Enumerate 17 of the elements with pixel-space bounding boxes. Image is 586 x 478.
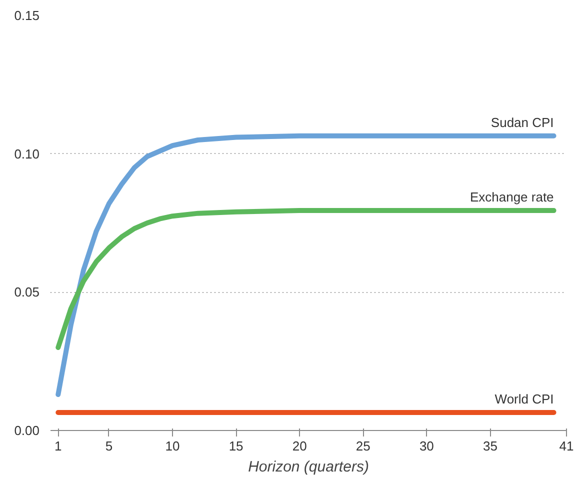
series-label: Exchange rate [470, 190, 554, 205]
y-tick-label: 0.05 [14, 284, 40, 300]
x-tick-label: 1 [54, 438, 62, 454]
x-tick-label: 41 [559, 438, 574, 454]
x-tick-label: 15 [228, 438, 244, 454]
x-tick-label: 5 [105, 438, 113, 454]
series-label: Sudan CPI [490, 114, 554, 130]
series-label: World CPI [494, 392, 554, 407]
y-tick-label: 0.15 [14, 8, 40, 23]
x-tick-label: 35 [483, 438, 498, 454]
y-tick-label: 0.00 [14, 423, 40, 438]
x-axis-title: Horizon (quarters) [248, 458, 369, 476]
y-tick-label: 0.10 [14, 146, 40, 162]
x-tick-label: 20 [292, 438, 307, 454]
x-tick-label: 30 [419, 438, 434, 454]
x-tick-label: 25 [356, 438, 370, 454]
x-tick-label: 10 [165, 438, 180, 454]
